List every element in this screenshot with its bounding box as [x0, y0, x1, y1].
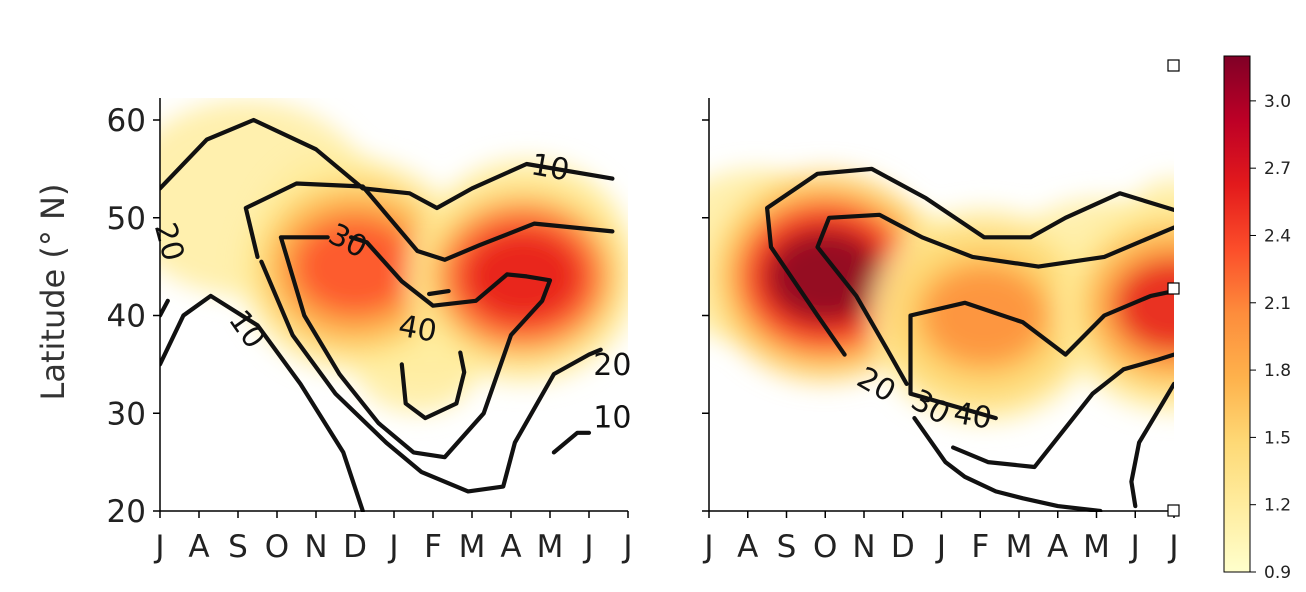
heat-hotspot [297, 221, 413, 312]
contour-line-40 [399, 350, 467, 421]
colorbar-ticks: 0.9 1.2 1.5 1.8 2.1 2.4 2.7 3.0 [1250, 92, 1291, 583]
contour-line-10 [160, 293, 365, 512]
x-tick-label: A [188, 529, 209, 565]
y-axis-label: Latitude (° N) [34, 184, 72, 401]
x-tick-label: J [1129, 529, 1140, 565]
contour-line-20 [259, 259, 603, 494]
x-tick-label: A [500, 529, 521, 565]
contour-line-40 [1129, 381, 1174, 509]
right-contour-lines [765, 166, 1174, 512]
contour-line-10 [160, 117, 615, 211]
x-tick-label: M [1083, 529, 1110, 565]
x-tick-label: J [935, 529, 946, 565]
right-heatmap-field [709, 168, 1174, 424]
y-tick-label: 30 [107, 396, 146, 432]
contour-line-20 [243, 181, 615, 262]
heat-hotspot [767, 231, 883, 322]
contour-line-30 [427, 289, 451, 297]
x-tick-label: M [459, 529, 486, 565]
contour-label: 20 [593, 348, 631, 383]
colorbar-tick-label: 2.1 [1264, 294, 1291, 314]
colorbar-tick-label: 1.2 [1264, 496, 1291, 516]
contour-label: 40 [951, 396, 995, 437]
colorbar-tick-label: 3.0 [1264, 92, 1291, 112]
x-tick-label: O [813, 529, 837, 565]
resize-handle-bottom[interactable] [1167, 504, 1180, 517]
colorbar-tick-label: 1.8 [1264, 361, 1291, 381]
contour-line-20 [160, 298, 170, 318]
contour-line-40 [951, 352, 1174, 470]
x-tick-label: D [891, 529, 915, 565]
x-tick-label: O [265, 529, 289, 565]
x-tick-label: S [228, 529, 248, 565]
colorbar-tick-label: 0.9 [1264, 563, 1291, 583]
x-tick-label: J [582, 529, 593, 565]
x-tick-label: J [387, 529, 398, 565]
colorbar-tick-label: 1.5 [1264, 428, 1291, 448]
x-tick-label: A [737, 529, 758, 565]
contour-label: 40 [396, 309, 440, 350]
x-tick-label: M [1006, 529, 1033, 565]
x-tick-label: N [852, 529, 875, 565]
heat-hotspot [926, 270, 1042, 361]
x-tick-label: F [424, 529, 442, 565]
heat-hotspot [1116, 260, 1174, 351]
contour-label: 10 [528, 147, 572, 188]
y-tick-label: 40 [107, 299, 146, 335]
resize-handle-middle[interactable] [1167, 282, 1180, 295]
left-contour-lines [160, 117, 615, 512]
x-tick-label: F [971, 529, 989, 565]
x-tick-label: A [1047, 529, 1068, 565]
colorbar: 0.9 1.2 1.5 1.8 2.1 2.4 2.7 3.0 [1223, 55, 1291, 583]
x-tick-label: J [1167, 529, 1178, 565]
contour-line-10 [551, 430, 592, 455]
y-tick-label: 60 [107, 103, 146, 139]
x-tick-label: D [343, 529, 367, 565]
contour-label: 10 [593, 401, 631, 436]
colorbar-tick-label: 2.4 [1264, 226, 1291, 246]
contour-line-40 [908, 289, 1174, 421]
x-tick-label: N [304, 529, 327, 565]
x-tick-label: J [621, 529, 632, 565]
resize-handle-top[interactable] [1167, 59, 1180, 72]
x-tick-label: S [777, 529, 797, 565]
x-tick-label: M [537, 529, 564, 565]
contour-line-30 [278, 235, 553, 460]
colorbar-bar [1223, 55, 1251, 573]
contour-line-30 [912, 416, 1103, 512]
contour-line-30 [815, 212, 1174, 386]
x-tick-label: J [153, 529, 164, 565]
y-tick-label: 50 [107, 201, 146, 237]
contour-line-20 [765, 166, 1174, 357]
x-tick-label: J [702, 529, 713, 565]
colorbar-tick-label: 2.7 [1264, 159, 1291, 179]
y-tick-label: 20 [107, 494, 146, 530]
